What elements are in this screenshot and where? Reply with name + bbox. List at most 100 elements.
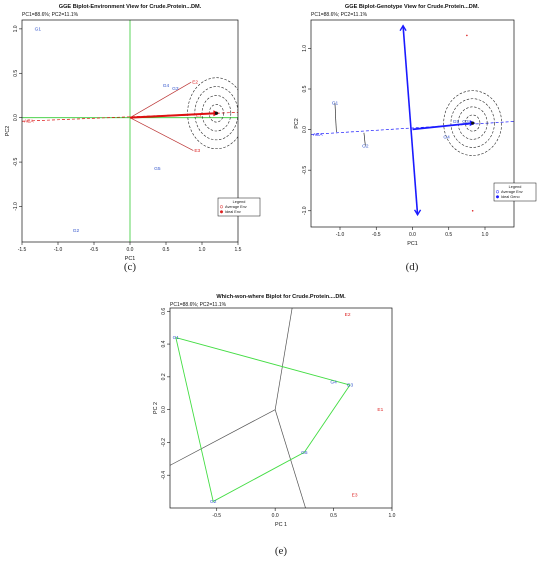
y-tick-label: -0.5 xyxy=(13,158,19,167)
y-tick-label: -0.5 xyxy=(302,166,308,175)
x-tick-label: -0.5 xyxy=(372,232,381,238)
legend-marker xyxy=(219,205,224,209)
x-tick-label: 1.0 xyxy=(389,513,396,519)
environment-marker xyxy=(471,209,474,212)
genotype-label: G4 xyxy=(330,379,337,385)
genotype-label: G1 xyxy=(173,335,180,341)
x-tick-label: 1.0 xyxy=(199,247,206,253)
environment-marker xyxy=(466,34,468,37)
ideal-circle xyxy=(465,114,481,132)
x-axis-label: PC 1 xyxy=(275,522,287,528)
genotype-label: G2 xyxy=(73,228,80,234)
environment-vector xyxy=(129,117,194,151)
sector-line xyxy=(170,409,276,466)
ideal-circle xyxy=(194,86,238,141)
ideal-vector xyxy=(129,112,217,119)
genotype-label: G4 xyxy=(443,134,450,140)
x-tick-label: 0.5 xyxy=(445,232,452,238)
genotype-label: G5 xyxy=(301,450,308,456)
ideal-circle xyxy=(450,98,495,148)
plot-area: AEA G1 G2 G3 G4 G5 xyxy=(311,24,514,217)
chart-title: GGE Biplot-Environment View for Crude.Pr… xyxy=(59,4,202,10)
x-tick-label: -1.0 xyxy=(54,247,63,253)
y-tick-label: -1.0 xyxy=(302,206,308,215)
ideal-circle xyxy=(187,77,238,150)
ordinate-arrow xyxy=(402,25,419,215)
sector-line xyxy=(274,308,293,410)
y-axis-label: PC 2 xyxy=(153,402,159,414)
genotype-label: G1 xyxy=(35,26,42,32)
y-tick-label: -0.2 xyxy=(161,438,167,447)
x-tick-label: 1.5 xyxy=(235,247,242,253)
genotype-label: G5 xyxy=(453,119,460,125)
ordinate-arrowhead-top xyxy=(399,24,407,32)
genotype-label: G3 xyxy=(172,86,179,92)
x-axis-label: PC1 xyxy=(125,256,136,262)
environment-label: E1 xyxy=(196,113,202,119)
environment-label: E2 xyxy=(345,312,351,318)
y-axis-label: PC2 xyxy=(5,126,11,137)
y-tick-label: 0.4 xyxy=(161,340,167,347)
panel-caption: (d) xyxy=(406,261,419,273)
environment-label: E3 xyxy=(352,492,358,498)
legend-title: Legend xyxy=(233,200,246,204)
x-tick-label: 0.5 xyxy=(330,513,337,519)
chart-title: Which-won-where Biplot for Crude.Protein… xyxy=(216,294,346,300)
y-tick-label: -0.4 xyxy=(161,471,167,480)
environment-vector xyxy=(129,81,192,118)
ideal-point xyxy=(471,121,475,125)
plot-area: G1 G2 G3 G4 G5 E1 E2 E3 xyxy=(170,308,384,508)
x-tick-label: 1.0 xyxy=(482,232,489,238)
legend-box xyxy=(217,197,261,217)
plot-frame xyxy=(21,19,239,243)
aea-label: AEA xyxy=(313,132,323,138)
genotype-label: G5 xyxy=(154,166,161,172)
x-axis-label: PC1 xyxy=(407,241,418,247)
legend-item: Ideal Env xyxy=(225,210,241,214)
genotype-label: G3 xyxy=(462,119,469,125)
x-tick-label: -0.5 xyxy=(90,247,99,253)
ideal-circle xyxy=(457,106,488,140)
y-axis-label: PC2 xyxy=(294,118,300,129)
y-tick-label: 0.5 xyxy=(302,85,308,92)
x-tick-label: 0.0 xyxy=(272,513,279,519)
panel-e: Which-won-where Biplot for Crude.Protein… xyxy=(153,294,396,557)
aea-label: AEA xyxy=(24,119,34,125)
variance-info: PC1=88.6%; PC2=11.1% xyxy=(170,302,227,308)
plot-frame xyxy=(310,19,515,228)
panel-d: GGE Biplot-Genotype View for Crude.Prote… xyxy=(294,4,537,273)
y-tick-label: 1.0 xyxy=(13,25,19,32)
projection-line xyxy=(334,102,337,133)
x-tick-label: -1.0 xyxy=(336,232,345,238)
convex-hull xyxy=(175,336,351,503)
projection-line xyxy=(363,132,366,146)
y-tick-label: -1.0 xyxy=(13,202,19,211)
x-tick-label: -0.5 xyxy=(212,513,221,519)
legend-item: Average Env xyxy=(225,205,247,209)
environment-label: E1 xyxy=(377,407,383,413)
environment-label: E2 xyxy=(192,80,198,86)
variance-info: PC1=88.6%; PC2=11.1% xyxy=(22,12,79,18)
legend-marker xyxy=(495,190,500,194)
panel-c: GGE Biplot-Environment View for Crude.Pr… xyxy=(5,4,261,273)
y-tick-label: 0.2 xyxy=(161,373,167,380)
y-tick-label: 0.6 xyxy=(161,308,167,315)
x-tick-label: 0.0 xyxy=(409,232,416,238)
panel-caption: (e) xyxy=(275,545,288,557)
genotype-label: G4 xyxy=(163,83,170,89)
ordinate-arrowhead-bottom xyxy=(413,209,422,217)
ideal-vector xyxy=(412,122,473,131)
x-tick-label: 0.5 xyxy=(163,247,170,253)
plot-frame xyxy=(169,307,393,509)
legend-marker xyxy=(219,210,224,214)
legend-box xyxy=(493,182,537,202)
legend-marker xyxy=(495,195,500,199)
legend-item: Ideal Geno xyxy=(501,195,520,199)
genotype-label: G2 xyxy=(210,499,217,505)
ideal-point xyxy=(214,111,218,115)
ideal-circle xyxy=(443,90,502,156)
y-tick-label: 0.0 xyxy=(302,126,308,133)
